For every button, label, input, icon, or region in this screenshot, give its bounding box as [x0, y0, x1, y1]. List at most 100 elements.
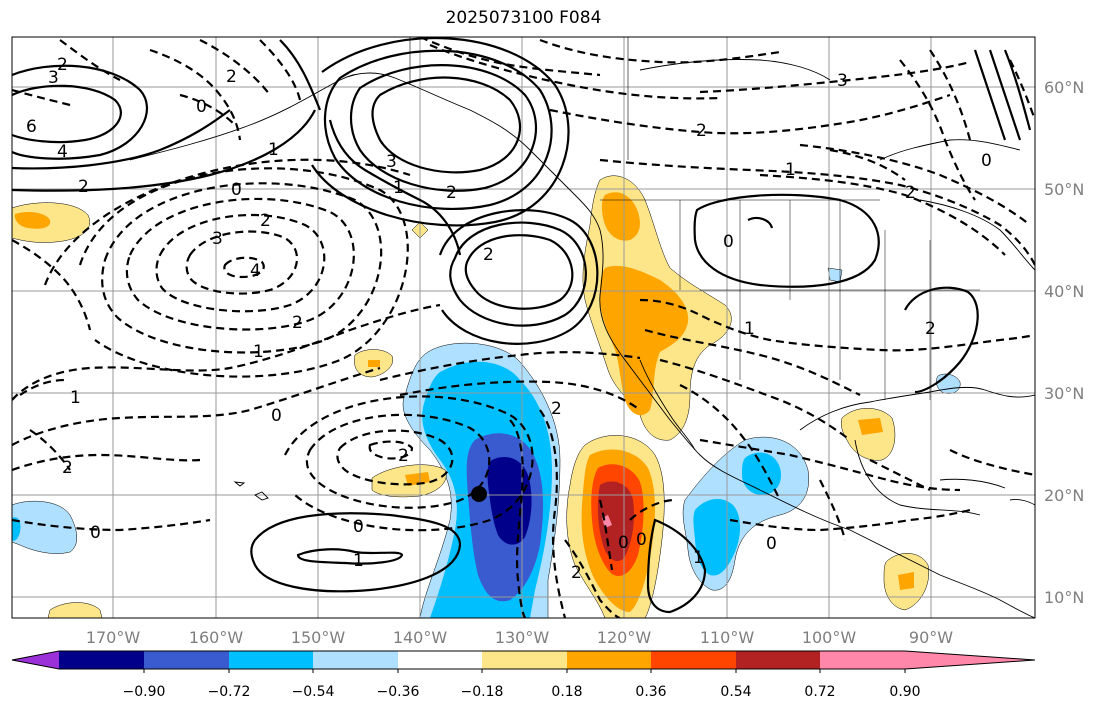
lat-label: 30°N [1044, 384, 1084, 403]
contour-label: 2 [78, 177, 89, 197]
contour-label: 1 [693, 548, 704, 568]
colorbar-segment-7 [567, 651, 651, 669]
contour-label: 2 [57, 55, 68, 75]
contour-label: 2 [62, 458, 73, 478]
negative-anomaly-mexico-cyan [693, 498, 741, 576]
contour-label: 4 [250, 261, 261, 281]
lon-label: 160°W [189, 628, 244, 647]
lon-label: 140°W [393, 628, 448, 647]
map-title: 2025073100 F084 [445, 8, 602, 28]
lon-label: 130°W [495, 628, 550, 647]
contour-label: 1 [268, 140, 279, 160]
colorbar-segment-1 [59, 651, 144, 669]
colorbar-tick-label: −0.36 [377, 684, 420, 700]
contour-label: 2 [398, 446, 409, 466]
colorbar-segment-10 [820, 651, 905, 669]
positive-anomaly-spot-c [841, 408, 896, 461]
anomaly-shading [12, 175, 961, 618]
contour-label: 1 [253, 342, 264, 362]
colorbar-outline [11, 650, 1036, 670]
colorbar-tick-label: −0.72 [208, 684, 251, 700]
contour-label: 0 [636, 530, 647, 550]
lat-label: 20°N [1044, 486, 1084, 505]
colorbar-segment-9 [736, 651, 820, 669]
colorbar-segment-2 [144, 651, 229, 669]
contour-label: 0 [723, 232, 734, 252]
positive-anomaly-spot-c-orange [858, 418, 883, 435]
contour-label: 2 [696, 121, 707, 141]
contour-label: 1 [744, 319, 755, 339]
contour-label: 2 [446, 183, 457, 203]
colorbar-tick-label: 0.90 [889, 684, 920, 700]
contour-label: 0 [196, 97, 207, 117]
lat-label: 60°N [1044, 78, 1084, 97]
contour-label: 3 [386, 152, 397, 172]
colorbar-tick-label: 0.72 [804, 684, 835, 700]
colorbar-tick-label: −0.18 [461, 684, 504, 700]
colorbar-tick-label: 0.18 [551, 684, 582, 700]
positive-anomaly-spot-d-orange [898, 572, 914, 590]
contour-label: 1 [393, 178, 404, 198]
negative-anomaly-west-cyan [12, 517, 21, 541]
contour-label: 2 [905, 183, 916, 203]
negative-anomaly-dark [487, 456, 532, 545]
colorbar-segment-0 [12, 651, 59, 669]
lon-label: 170°W [86, 628, 141, 647]
contour-label: 2 [551, 399, 562, 419]
contour-label: 4 [57, 142, 68, 162]
lon-label: 90°W [909, 628, 953, 647]
colorbar-tick-label: −0.54 [292, 684, 335, 700]
contour-label: 2 [483, 245, 494, 265]
colorbar-tick-label: −0.90 [123, 684, 166, 700]
positive-anomaly-spot-a-orange [368, 360, 380, 367]
colorbar-segment-5 [398, 651, 482, 669]
contour-label: 3 [212, 229, 223, 249]
map-content: 3 2 6 4 0 2 1 2 3 2 1 0 2 2 3 4 2 1 1 0 … [12, 37, 1035, 618]
colorbar-tick-label: 0.54 [720, 684, 751, 700]
contour-label: 0 [271, 406, 282, 426]
positive-anomaly-spot-e [47, 602, 103, 618]
lon-label: 110°W [700, 628, 755, 647]
contour-labels: 3 2 6 4 0 2 1 2 3 2 1 0 2 2 3 4 2 1 1 0 … [26, 55, 992, 583]
contour-label: 0 [353, 517, 364, 537]
map-frame [11, 36, 1036, 619]
coastlines [129, 37, 1035, 618]
contour-label: 0 [981, 151, 992, 171]
contours [12, 37, 1035, 618]
contour-label: 3 [48, 68, 59, 88]
contour-label: 3 [837, 71, 848, 91]
colorbar-segment-4 [313, 651, 398, 669]
contour-label: 1 [70, 388, 81, 408]
positive-anomaly-west-edge-orange [14, 212, 51, 229]
contour-label: 2 [292, 313, 303, 333]
latitude-labels: 60°N 50°N 40°N 30°N 20°N 10°N [1044, 78, 1084, 607]
colorbar-tick-label: 0.36 [635, 684, 666, 700]
contour-label: 6 [26, 117, 37, 137]
colorbar-segment-6 [482, 651, 567, 669]
lat-label: 10°N [1044, 588, 1084, 607]
lat-label: 50°N [1044, 180, 1084, 199]
lon-label: 120°W [597, 628, 652, 647]
colorbar: −0.90 −0.72 −0.54 −0.36 −0.18 0.18 0.36 … [11, 650, 1036, 700]
contour-label: 0 [766, 534, 777, 554]
lon-label: 150°W [291, 628, 346, 647]
lat-label: 40°N [1044, 282, 1084, 301]
lon-label: 100°W [802, 628, 857, 647]
negative-anomaly-west [12, 500, 77, 554]
contour-label: 0 [618, 533, 629, 553]
contour-label: 1 [353, 551, 364, 571]
contour-label: 1 [785, 160, 796, 180]
marker-dot [471, 486, 487, 502]
contour-label: 2 [571, 563, 582, 583]
contour-label: 2 [226, 67, 237, 87]
longitude-labels: 170°W 160°W 150°W 140°W 130°W 120°W 110°… [86, 628, 953, 647]
positive-anomaly-coast-orange [601, 192, 640, 241]
colorbar-segment-11 [905, 651, 1035, 669]
contour-label: 0 [231, 180, 242, 200]
colorbar-segment-3 [229, 651, 313, 669]
colorbar-segment-8 [651, 651, 736, 669]
contour-label: 2 [925, 319, 936, 339]
contour-label: 2 [260, 211, 271, 231]
contour-label: 0 [90, 523, 101, 543]
